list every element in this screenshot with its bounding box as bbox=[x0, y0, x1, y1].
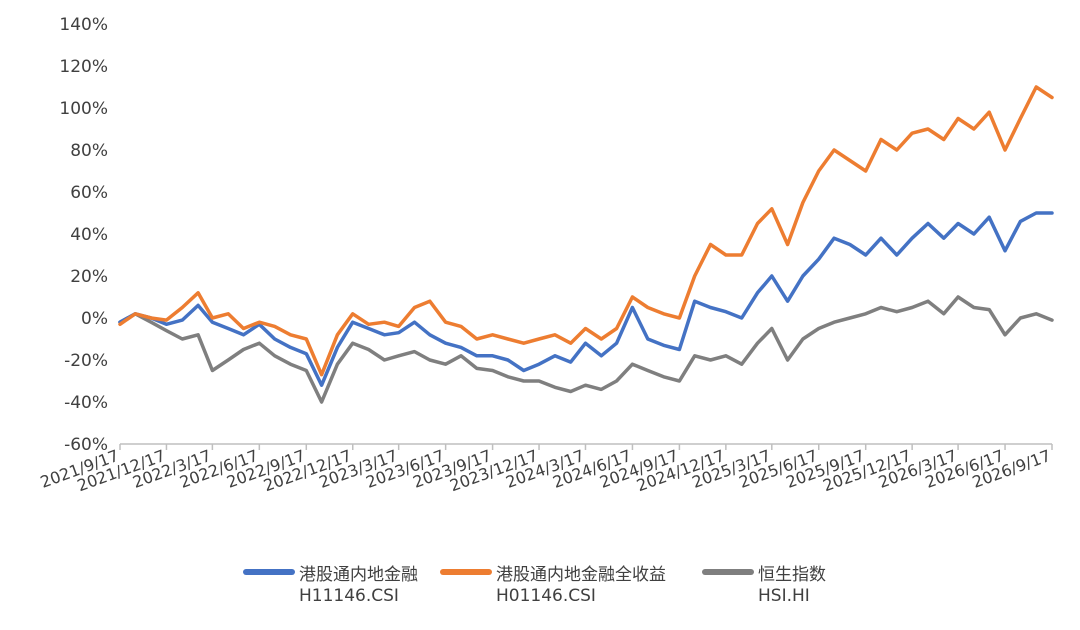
series-line-hsi-hi bbox=[118, 295, 1054, 404]
y-tick-label: 40% bbox=[70, 225, 108, 245]
legend-swatch bbox=[702, 569, 754, 575]
legend-series-name: 恒生指数 bbox=[758, 565, 826, 585]
legend: 港股通内地金融 H11146.CSI 港股通内地金融全收益 H01146.CSI… bbox=[0, 560, 1080, 620]
y-tick-label: 120% bbox=[59, 57, 108, 77]
legend-swatch bbox=[440, 569, 492, 575]
legend-series-name: 港股通内地金融 bbox=[299, 565, 418, 585]
y-tick-label: -60% bbox=[64, 435, 108, 455]
y-tick-label: 20% bbox=[70, 267, 108, 287]
y-tick-label: 140% bbox=[59, 15, 108, 35]
y-tick-label: -40% bbox=[64, 393, 108, 413]
y-tick-label: 100% bbox=[59, 99, 108, 119]
legend-swatch bbox=[243, 569, 295, 575]
legend-series-code: H01146.CSI bbox=[496, 586, 596, 606]
line-chart: -60% -40% -20% 0% 20% 40% 60% 80% 100% 120% 140% 2… bbox=[38, 15, 1054, 495]
series-line-h11146-csi bbox=[118, 211, 1054, 387]
y-tick-label: -20% bbox=[64, 351, 108, 371]
y-tick-label: 60% bbox=[70, 183, 108, 203]
series-line-h01146-csi bbox=[118, 85, 1054, 377]
x-axis-tickmarks bbox=[119, 444, 1053, 450]
y-tick-label: 0% bbox=[81, 309, 108, 329]
legend-series-name: 港股通内地金融全收益 bbox=[496, 565, 666, 585]
y-axis-ticks: -60% -40% -20% 0% 20% 40% 60% 80% 100% 120% 140% bbox=[59, 15, 108, 455]
y-tick-label: 80% bbox=[70, 141, 108, 161]
legend-series-code: H11146.CSI bbox=[299, 586, 399, 606]
series-lines bbox=[118, 85, 1054, 404]
legend-series-code: HSI.HI bbox=[758, 586, 810, 606]
x-axis-ticks: 2021/9/172021/12/172022/3/172022/6/17202… bbox=[38, 446, 1054, 495]
